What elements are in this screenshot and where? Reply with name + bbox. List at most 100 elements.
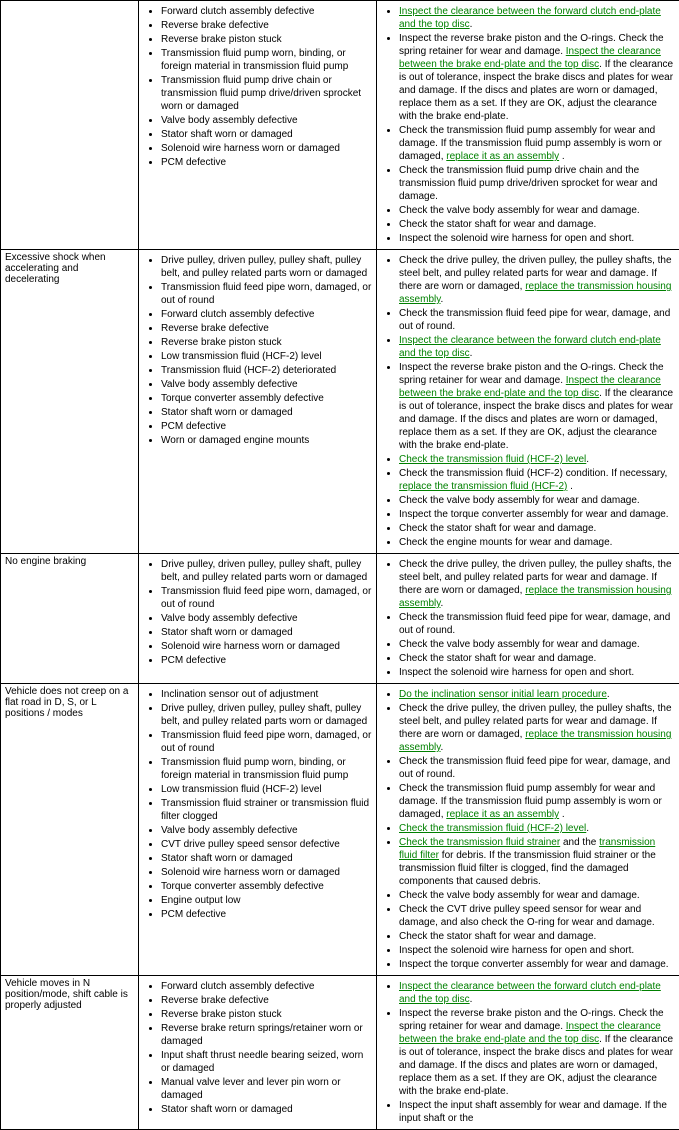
cause-item: PCM defective: [161, 156, 372, 169]
cause-item: Low transmission fluid (HCF-2) level: [161, 350, 372, 363]
cause-item: Drive pulley, driven pulley, pulley shaf…: [161, 558, 372, 584]
symptom-cell: Vehicle does not creep on a flat road in…: [1, 684, 139, 976]
action-item: Do the inclination sensor initial learn …: [399, 688, 675, 701]
cause-item: Reverse brake return springs/retainer wo…: [161, 1022, 372, 1048]
action-link[interactable]: Check the transmission fluid strainer: [399, 837, 560, 848]
cause-item: Transmission fluid pump worn, binding, o…: [161, 756, 372, 782]
actions-cell: Do the inclination sensor initial learn …: [377, 684, 679, 976]
cause-item: Reverse brake piston stuck: [161, 336, 372, 349]
action-text: Check the stator shaft for wear and dama…: [399, 219, 596, 230]
action-item: Check the valve body assembly for wear a…: [399, 638, 675, 651]
action-text: Check the transmission fluid feed pipe f…: [399, 756, 670, 780]
action-text: .: [441, 294, 444, 305]
action-text: .: [441, 598, 444, 609]
action-item: Check the CVT drive pulley speed sensor …: [399, 903, 675, 929]
cause-item: CVT drive pulley speed sensor defective: [161, 838, 372, 851]
cause-item: Stator shaft worn or damaged: [161, 852, 372, 865]
action-item: Check the transmission fluid (HCF-2) lev…: [399, 822, 675, 835]
action-link[interactable]: Inspect the clearance between the forwar…: [399, 335, 661, 359]
symptom-cell: No engine braking: [1, 554, 139, 684]
actions-list: Inspect the clearance between the forwar…: [381, 5, 675, 245]
actions-cell: Inspect the clearance between the forwar…: [377, 1, 679, 250]
cause-item: Stator shaft worn or damaged: [161, 626, 372, 639]
actions-list: Do the inclination sensor initial learn …: [381, 688, 675, 971]
action-link[interactable]: replace the transmission fluid (HCF-2): [399, 481, 567, 492]
cause-item: Input shaft thrust needle bearing seized…: [161, 1049, 372, 1075]
cause-item: Manual valve lever and lever pin worn or…: [161, 1076, 372, 1102]
action-text: Check the stator shaft for wear and dama…: [399, 931, 596, 942]
action-item: Inspect the clearance between the forwar…: [399, 980, 675, 1006]
action-link[interactable]: Inspect the clearance between the forwar…: [399, 981, 661, 1005]
cause-item: Transmission fluid feed pipe worn, damag…: [161, 585, 372, 611]
action-text: Check the transmission fluid (HCF-2) con…: [399, 468, 667, 479]
action-item: Inspect the torque converter assembly fo…: [399, 958, 675, 971]
table-row: Excessive shock when accelerating and de…: [1, 250, 679, 554]
causes-list: Drive pulley, driven pulley, pulley shaf…: [143, 558, 372, 667]
cause-item: Reverse brake defective: [161, 322, 372, 335]
causes-cell: Drive pulley, driven pulley, pulley shaf…: [139, 250, 377, 554]
actions-cell: Inspect the clearance between the forwar…: [377, 976, 679, 1130]
cause-item: Transmission fluid feed pipe worn, damag…: [161, 729, 372, 755]
causes-list: Inclination sensor out of adjustmentDriv…: [143, 688, 372, 921]
action-item: Check the transmission fluid pump assemb…: [399, 124, 675, 163]
cause-item: Transmission fluid feed pipe worn, damag…: [161, 281, 372, 307]
causes-list: Drive pulley, driven pulley, pulley shaf…: [143, 254, 372, 447]
cause-item: Stator shaft worn or damaged: [161, 1103, 372, 1116]
table-row: Forward clutch assembly defectiveReverse…: [1, 1, 679, 250]
action-item: Inspect the torque converter assembly fo…: [399, 508, 675, 521]
action-item: Check the stator shaft for wear and dama…: [399, 522, 675, 535]
action-item: Inspect the reverse brake piston and the…: [399, 32, 675, 123]
action-text: Check the transmission fluid feed pipe f…: [399, 308, 670, 332]
action-link[interactable]: replace it as an assembly: [446, 151, 559, 162]
cause-item: Forward clutch assembly defective: [161, 980, 372, 993]
action-text: .: [567, 481, 573, 492]
cause-item: Reverse brake piston stuck: [161, 1008, 372, 1021]
action-text: .: [470, 19, 473, 30]
action-link[interactable]: Inspect the clearance between the forwar…: [399, 6, 661, 30]
action-item: Check the transmission fluid feed pipe f…: [399, 755, 675, 781]
action-link[interactable]: replace it as an assembly: [446, 809, 559, 820]
causes-cell: Forward clutch assembly defectiveReverse…: [139, 1, 377, 250]
action-text: Check the transmission fluid feed pipe f…: [399, 612, 670, 636]
cause-item: Forward clutch assembly defective: [161, 5, 372, 18]
action-item: Check the transmission fluid pump drive …: [399, 164, 675, 203]
action-text: Check the valve body assembly for wear a…: [399, 495, 640, 506]
action-item: Check the transmission fluid strainer an…: [399, 836, 675, 888]
causes-list: Forward clutch assembly defective Reverse…: [143, 980, 372, 1116]
action-link[interactable]: Check the transmission fluid (HCF-2) lev…: [399, 454, 586, 465]
troubleshooting-table: Forward clutch assembly defectiveReverse…: [0, 0, 679, 1130]
cause-item: Worn or damaged engine mounts: [161, 434, 372, 447]
cause-item: Reverse brake defective: [161, 19, 372, 32]
action-text: Inspect the torque converter assembly fo…: [399, 959, 669, 970]
action-text: Check the stator shaft for wear and dama…: [399, 653, 596, 664]
action-item: Check the transmission fluid feed pipe f…: [399, 307, 675, 333]
cause-item: Torque converter assembly defective: [161, 880, 372, 893]
action-text: .: [607, 689, 610, 700]
cause-item: PCM defective: [161, 908, 372, 921]
table-row: Vehicle moves in N position/mode, shift …: [1, 976, 679, 1130]
action-link[interactable]: Do the inclination sensor initial learn …: [399, 689, 607, 700]
actions-cell: Check the drive pulley, the driven pulle…: [377, 554, 679, 684]
cause-item: Low transmission fluid (HCF-2) level: [161, 783, 372, 796]
action-text: Inspect the solenoid wire harness for op…: [399, 945, 634, 956]
action-item: Check the drive pulley, the driven pulle…: [399, 702, 675, 754]
action-item: Check the transmission fluid (HCF-2) lev…: [399, 453, 675, 466]
cause-item: Solenoid wire harness worn or damaged: [161, 640, 372, 653]
action-item: Check the transmission fluid (HCF-2) con…: [399, 467, 675, 493]
action-text: .: [586, 454, 589, 465]
action-item: Inspect the solenoid wire harness for op…: [399, 666, 675, 679]
action-text: Check the valve body assembly for wear a…: [399, 890, 640, 901]
causes-cell: Drive pulley, driven pulley, pulley shaf…: [139, 554, 377, 684]
action-item: Check the stator shaft for wear and dama…: [399, 930, 675, 943]
table-row: Vehicle does not creep on a flat road in…: [1, 684, 679, 976]
action-text: Inspect the torque converter assembly fo…: [399, 509, 669, 520]
action-link[interactable]: Check the transmission fluid (HCF-2) lev…: [399, 823, 586, 834]
action-text: .: [441, 742, 444, 753]
cause-item: Valve body assembly defective: [161, 612, 372, 625]
cause-item: Stator shaft worn or damaged: [161, 128, 372, 141]
action-item: Inspect the solenoid wire harness for op…: [399, 944, 675, 957]
cause-item: Torque converter assembly defective: [161, 392, 372, 405]
causes-cell: Inclination sensor out of adjustmentDriv…: [139, 684, 377, 976]
action-item: Check the stator shaft for wear and dama…: [399, 652, 675, 665]
cause-item: Transmission fluid strainer or transmiss…: [161, 797, 372, 823]
